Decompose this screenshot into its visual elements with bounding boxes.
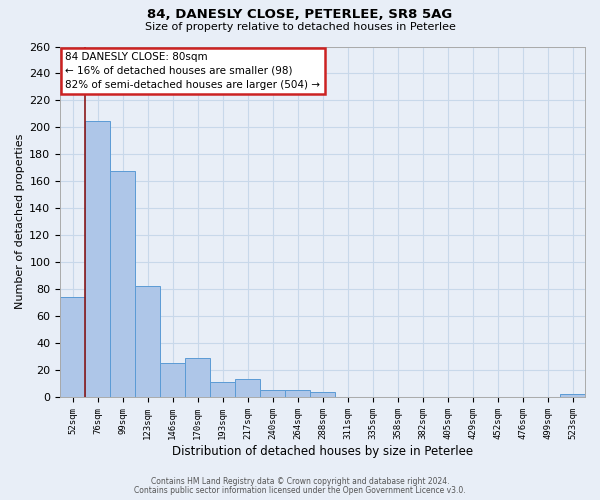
- Bar: [260, 390, 285, 397]
- Bar: [235, 380, 260, 397]
- Bar: [135, 286, 160, 397]
- Bar: [110, 170, 135, 397]
- Text: 84, DANESLY CLOSE, PETERLEE, SR8 5AG: 84, DANESLY CLOSE, PETERLEE, SR8 5AG: [148, 8, 452, 20]
- X-axis label: Distribution of detached houses by size in Peterlee: Distribution of detached houses by size …: [172, 444, 473, 458]
- Y-axis label: Number of detached properties: Number of detached properties: [15, 134, 25, 310]
- Text: 84 DANESLY CLOSE: 80sqm
← 16% of detached houses are smaller (98)
82% of semi-de: 84 DANESLY CLOSE: 80sqm ← 16% of detache…: [65, 52, 320, 90]
- Text: Size of property relative to detached houses in Peterlee: Size of property relative to detached ho…: [145, 22, 455, 32]
- Bar: [285, 390, 310, 397]
- Bar: [60, 297, 85, 397]
- Bar: [185, 358, 210, 397]
- Text: Contains public sector information licensed under the Open Government Licence v3: Contains public sector information licen…: [134, 486, 466, 495]
- Bar: [85, 120, 110, 397]
- Bar: [310, 392, 335, 397]
- Bar: [160, 364, 185, 397]
- Bar: [210, 382, 235, 397]
- Bar: [560, 394, 585, 397]
- Text: Contains HM Land Registry data © Crown copyright and database right 2024.: Contains HM Land Registry data © Crown c…: [151, 477, 449, 486]
